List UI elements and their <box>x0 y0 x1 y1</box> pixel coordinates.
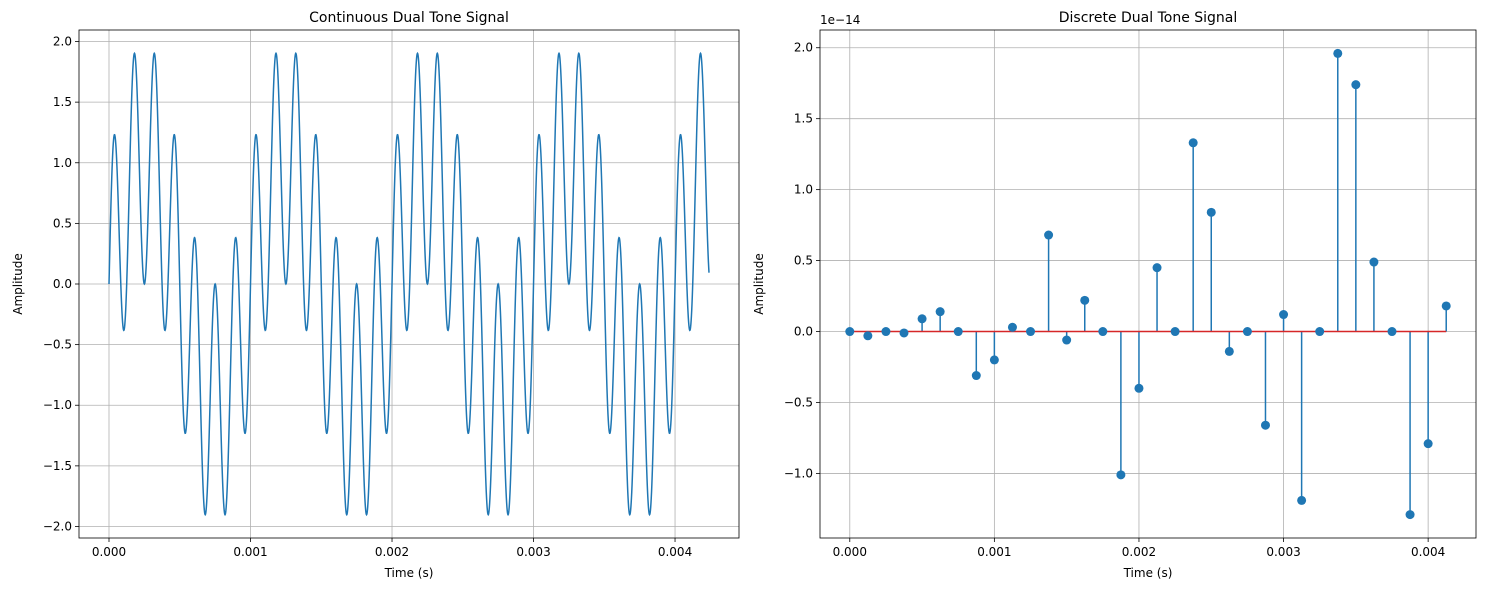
continuous-x-tick-label: 0.004 <box>658 545 692 559</box>
discrete-stem-marker <box>1080 295 1090 305</box>
discrete-stem-marker <box>989 355 999 365</box>
continuous-y-tick-label: 0.5 <box>53 216 72 230</box>
discrete-stem-marker <box>953 327 963 337</box>
discrete-stem-marker <box>1026 327 1036 337</box>
continuous-y-tick-label: 1.0 <box>53 156 72 170</box>
discrete-y-tick-label: 2.0 <box>794 41 813 55</box>
discrete-x-tick-label: 0.001 <box>977 545 1011 559</box>
continuous-x-tick-label: 0.001 <box>233 545 267 559</box>
discrete-stem-marker <box>845 327 855 337</box>
discrete-grid <box>820 30 1476 538</box>
discrete-y-tick-label: 0.5 <box>794 254 813 268</box>
discrete-x-tick-label: 0.003 <box>1266 545 1300 559</box>
discrete-chart-title: Discrete Dual Tone Signal <box>1059 10 1238 26</box>
discrete-stem-marker <box>971 371 981 381</box>
continuous-x-tick-label: 0.002 <box>375 545 409 559</box>
discrete-stem-marker <box>917 314 927 324</box>
discrete-y-tick-label: −1.0 <box>784 466 813 480</box>
discrete-x-tick-label: 0.004 <box>1411 545 1445 559</box>
discrete-y-tick-label: 1.0 <box>794 183 813 197</box>
continuous-x-axis-label: Time (s) <box>384 566 434 580</box>
discrete-x-tick-label: 0.000 <box>833 545 867 559</box>
discrete-stem-marker <box>1333 48 1343 58</box>
discrete-stem-marker <box>1260 420 1270 430</box>
discrete-stem-marker <box>1242 327 1252 337</box>
continuous-y-tick-label: −1.5 <box>43 459 72 473</box>
discrete-plot-area <box>845 48 1451 520</box>
discrete-y-offset-label: 1e−14 <box>820 13 860 27</box>
discrete-stem-marker <box>899 328 909 338</box>
discrete-stem-marker <box>1044 230 1054 240</box>
discrete-stem-marker <box>1134 383 1144 393</box>
discrete-y-tick-label: 1.5 <box>794 112 813 126</box>
discrete-stem-marker <box>1405 510 1415 520</box>
continuous-series-line <box>108 51 710 517</box>
discrete-stem-marker <box>1224 346 1234 356</box>
discrete-stem-marker <box>935 307 945 317</box>
discrete-ticks: 0.000 0.001 0.002 0.003 0.004 −1.0 −0.5 0.0 0.5 1… <box>784 41 1445 559</box>
discrete-stem-marker <box>1387 327 1397 337</box>
discrete-stem-marker <box>1116 470 1126 480</box>
discrete-stem-marker <box>1062 335 1072 345</box>
discrete-y-tick-label: 0.0 <box>794 325 813 339</box>
continuous-x-tick-label: 0.003 <box>516 545 550 559</box>
continuous-x-tick-label: 0.000 <box>92 545 126 559</box>
discrete-y-axis-label: Amplitude <box>752 253 766 315</box>
discrete-stem-marker <box>1423 439 1433 449</box>
continuous-y-tick-label: −2.0 <box>43 519 72 533</box>
discrete-stem-marker <box>1170 327 1180 337</box>
discrete-stem-marker <box>1279 310 1289 320</box>
discrete-x-axis-label: Time (s) <box>1123 566 1173 580</box>
discrete-stem-marker <box>1351 80 1361 90</box>
discrete-stem-marker <box>1152 263 1162 273</box>
discrete-stem-marker <box>863 331 873 341</box>
discrete-axes-frame <box>819 29 1477 539</box>
continuous-y-axis-label: Amplitude <box>11 253 25 315</box>
discrete-stem-marker <box>1441 301 1451 311</box>
discrete-stem-marker <box>1206 207 1216 217</box>
discrete-stem-marker <box>881 327 891 337</box>
discrete-x-tick-label: 0.002 <box>1122 545 1156 559</box>
discrete-stem-marker <box>1297 495 1307 505</box>
discrete-stem-marker <box>1007 322 1017 332</box>
discrete-y-tick-label: −0.5 <box>784 395 813 409</box>
continuous-y-tick-label: 1.5 <box>53 95 72 109</box>
discrete-stem-marker <box>1098 327 1108 337</box>
discrete-stem-marker <box>1315 327 1325 337</box>
continuous-y-tick-label: 2.0 <box>53 35 72 49</box>
continuous-y-tick-label: −0.5 <box>43 338 72 352</box>
continuous-chart-title: Continuous Dual Tone Signal <box>309 10 509 26</box>
continuous-y-tick-label: −1.0 <box>43 398 72 412</box>
continuous-signal-panel: 0.000 0.001 0.002 0.003 0.004 −2.0 −1.5 −1.0 −0.… <box>11 10 740 580</box>
continuous-plot-area <box>108 51 710 517</box>
discrete-stem-marker <box>1369 257 1379 267</box>
continuous-y-tick-label: 0.0 <box>53 277 72 291</box>
discrete-stem-marker <box>1188 138 1198 148</box>
continuous-ticks: 0.000 0.001 0.002 0.003 0.004 −2.0 −1.5 −1.0 −0.… <box>43 35 692 559</box>
discrete-signal-panel: 0.000 0.001 0.002 0.003 0.004 −1.0 −0.5 0.0 0.5 1… <box>752 10 1477 580</box>
